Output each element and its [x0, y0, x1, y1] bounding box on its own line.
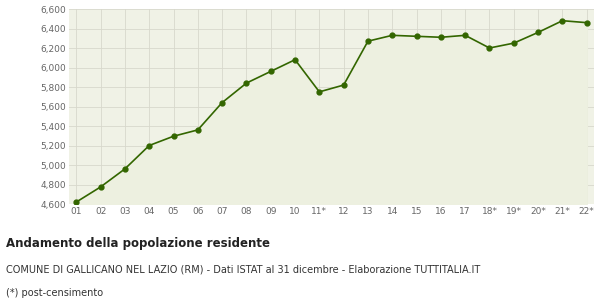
Text: (*) post-censimento: (*) post-censimento [6, 288, 103, 298]
Text: COMUNE DI GALLICANO NEL LAZIO (RM) - Dati ISTAT al 31 dicembre - Elaborazione TU: COMUNE DI GALLICANO NEL LAZIO (RM) - Dat… [6, 264, 480, 274]
Text: Andamento della popolazione residente: Andamento della popolazione residente [6, 237, 270, 250]
